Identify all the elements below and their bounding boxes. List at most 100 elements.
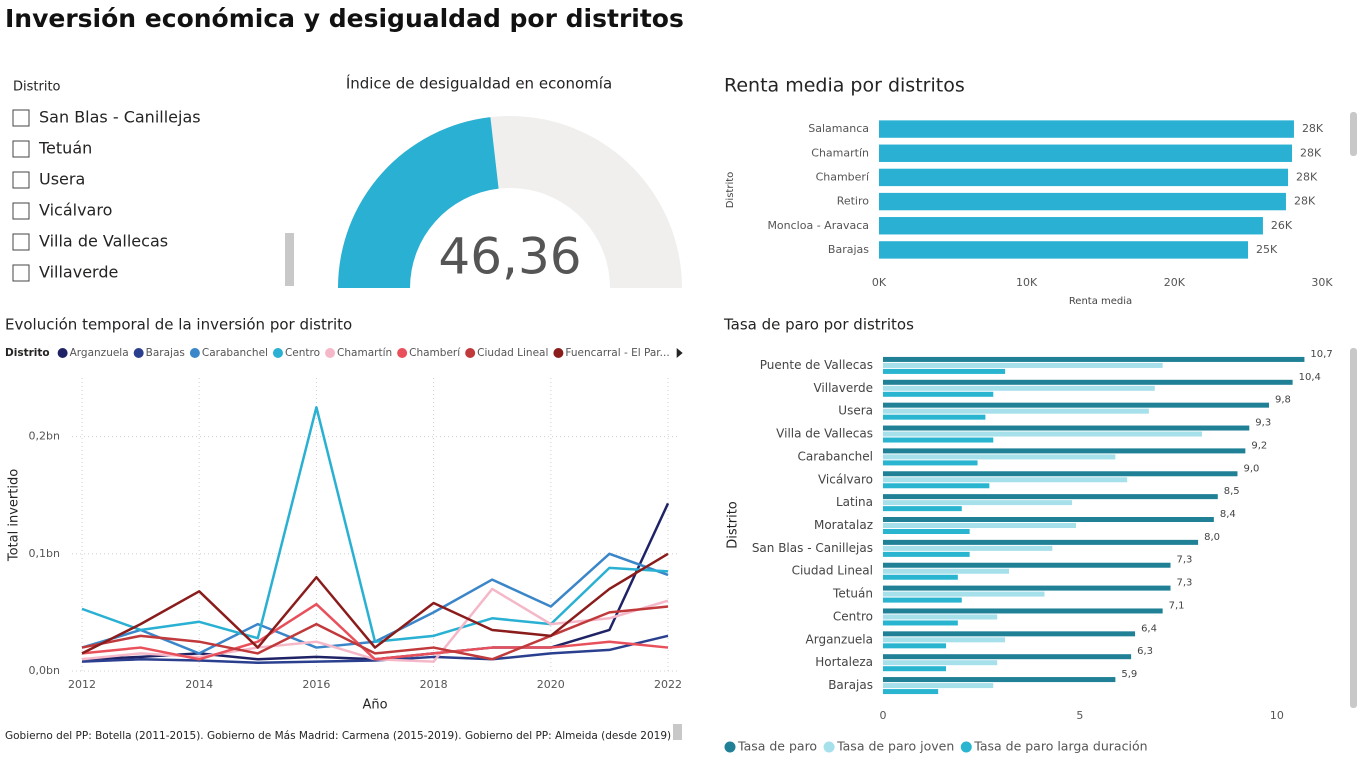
bar (883, 614, 998, 620)
x-tick-label: 0K (872, 276, 887, 289)
data-label: 28K (1302, 122, 1324, 135)
series-line (81, 602, 669, 661)
legend-label[interactable]: Carabanchel (202, 347, 268, 359)
scrollbar[interactable] (673, 724, 682, 740)
chart-title: Índice de desigualdad en economía (346, 74, 612, 93)
bar (879, 120, 1294, 138)
x-tick-label: 0 (880, 709, 887, 722)
series-line (81, 605, 669, 661)
bar (879, 192, 1286, 211)
bar (883, 568, 1010, 574)
bar (883, 437, 994, 443)
bar (883, 597, 962, 603)
data-label: 9,0 (1243, 463, 1259, 474)
scrollbar[interactable] (1350, 112, 1357, 156)
bar (883, 483, 990, 489)
bar (883, 545, 1053, 551)
x-tick-label: 20K (1164, 276, 1186, 289)
bar (883, 460, 978, 466)
bar (883, 529, 970, 534)
slicer-item: Villaverde (39, 263, 118, 282)
x-tick-label: 10 (1270, 709, 1284, 722)
y-tick-label: Vicálvaro (818, 472, 873, 486)
legend-marker (724, 741, 736, 753)
bar (879, 168, 1289, 187)
bar (883, 689, 939, 695)
bar (883, 551, 970, 557)
bar (883, 523, 1076, 528)
scrollbar[interactable] (1350, 348, 1357, 708)
bar (883, 517, 1214, 522)
legend-title: Distrito (5, 347, 50, 359)
legend-label[interactable]: Arganzuela (70, 347, 129, 359)
checkbox[interactable] (12, 202, 30, 220)
legend-label[interactable]: Barajas (146, 347, 185, 359)
bar (883, 631, 1136, 637)
legend-label[interactable]: Tasa de paro (737, 739, 817, 754)
data-label: 9,8 (1275, 395, 1291, 406)
bar (883, 539, 1199, 545)
checkbox[interactable] (12, 140, 30, 158)
bar (883, 448, 1246, 454)
page-title: Inversión económica y desigualdad por di… (5, 4, 684, 33)
legend-label[interactable]: Chamartín (337, 347, 392, 359)
chart-title: Evolución temporal de la inversión por d… (5, 316, 352, 334)
bar (883, 500, 1073, 506)
bar (879, 217, 1263, 235)
x-axis-title: Renta media (1069, 296, 1132, 307)
data-label: 26K (1271, 219, 1293, 232)
x-tick-label: 2020 (537, 678, 565, 691)
y-tick-label: 0,1bn (29, 547, 60, 560)
bar (883, 643, 947, 649)
data-label: 8,4 (1220, 509, 1236, 520)
x-tick-label: 2014 (185, 678, 213, 691)
y-tick-label: Chamartín (811, 146, 869, 159)
checkbox[interactable] (12, 264, 30, 282)
x-tick-label: 2012 (68, 678, 96, 691)
y-tick-label: Moncloa - Aravaca (767, 219, 869, 232)
y-tick-label: 0,2bn (29, 430, 60, 443)
bar (883, 477, 1128, 483)
x-tick-label: 2022 (654, 678, 682, 691)
legend-label[interactable]: Fuencarral - El Par... (565, 347, 669, 359)
y-tick-label: San Blas - Canillejas (752, 541, 873, 555)
legend-label[interactable]: Tasa de paro larga duración (973, 739, 1147, 754)
bar (883, 562, 1171, 568)
y-axis-title: Total invertido (7, 469, 22, 562)
legend-marker (133, 348, 144, 358)
legend-next[interactable] (676, 348, 683, 358)
data-label: 28K (1300, 146, 1322, 159)
y-tick-label: Barajas (828, 243, 869, 256)
x-tick-label: 2018 (420, 678, 448, 691)
y-tick-label: Latina (836, 495, 873, 509)
y-tick-label: Salamanca (808, 122, 869, 135)
bar (883, 654, 1132, 660)
bar (883, 431, 1203, 437)
y-tick-label: Puente de Vallecas (760, 358, 873, 372)
bar (883, 414, 986, 420)
legend-label[interactable]: Ciudad Lineal (477, 347, 548, 359)
legend-marker (823, 741, 835, 753)
bar (883, 425, 1250, 431)
bar (883, 660, 998, 666)
legend-label[interactable]: Tasa de paro joven (836, 739, 954, 754)
data-label: 6,4 (1141, 623, 1157, 634)
legend-marker (553, 348, 564, 358)
scrollbar[interactable] (285, 233, 294, 286)
data-label: 25K (1256, 243, 1278, 256)
data-label: 5,9 (1121, 669, 1137, 680)
legend-label[interactable]: Chamberí (409, 347, 461, 359)
legend-marker (189, 348, 200, 358)
series-line (81, 406, 669, 643)
legend-label[interactable]: Centro (285, 347, 320, 359)
legend-marker (397, 348, 408, 358)
legend-marker (960, 741, 972, 753)
checkbox[interactable] (12, 233, 30, 251)
footnote: Gobierno del PP: Botella (2011-2015). Go… (5, 730, 671, 742)
slicer-item: San Blas - Canillejas (39, 108, 201, 127)
y-tick-label: Usera (838, 404, 873, 418)
checkbox[interactable] (12, 171, 30, 189)
gauge-fill (338, 117, 499, 288)
checkbox[interactable] (12, 109, 30, 127)
